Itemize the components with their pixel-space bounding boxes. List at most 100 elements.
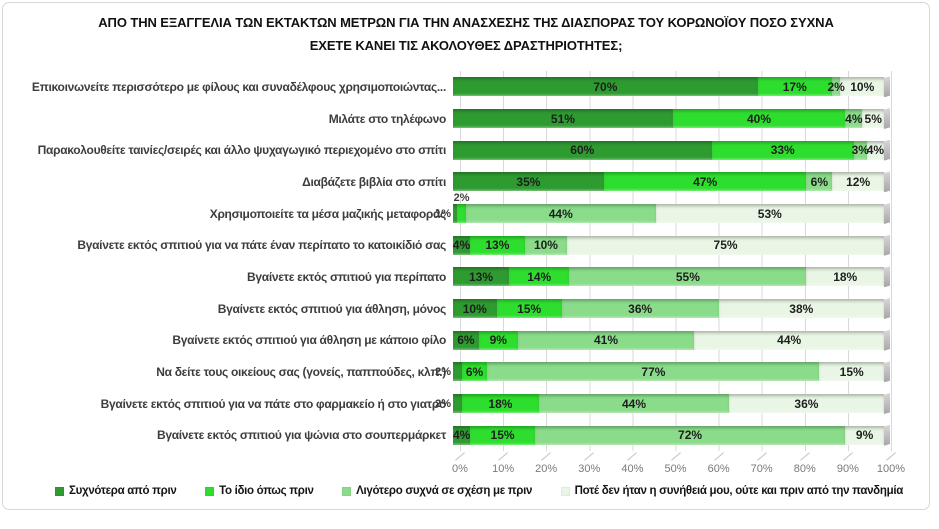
bar-segment: 4% <box>845 109 863 128</box>
segment-value-label: 4% <box>845 111 863 126</box>
axis-tick-mark <box>886 452 896 461</box>
segment-value-label: 55% <box>675 269 700 284</box>
legend: Συχνότερα από πριν Το ίδιο όπως πριν Λιγότ… <box>55 485 903 497</box>
chart-row: Βγαίνετε εκτός σπιτιού για περίπατο 13% 14… <box>3 261 929 293</box>
segment-value-label: 77% <box>641 364 666 379</box>
chart-rows: Επικοινωνείτε περισσότερο με φίλους και … <box>3 71 929 451</box>
category-label: Βγαίνετε εκτός σπιτιού για άθληση, μόνος <box>217 301 447 316</box>
bar-segment: 9% <box>478 330 518 350</box>
bar-segment: 60% <box>453 140 712 160</box>
segment-value-label: 36% <box>628 301 653 316</box>
segment-value-label: 36% <box>794 396 819 411</box>
bar-segment: 1% <box>435 204 458 224</box>
segment-value-label: 9% <box>855 428 874 443</box>
chart-frame: ΑΠΟ ΤΗΝ ΕΞΑΓΓΕΛΙΑ ΤΩΝ ΕΚΤΑΚΤΩΝ ΜΕΤΡΩΝ ΓΙ… <box>2 2 930 510</box>
legend-swatch-icon <box>55 486 64 496</box>
axis-tick-label: 90% <box>836 463 859 475</box>
segment-value-label: 14% <box>527 269 552 284</box>
bar-segment: 18% <box>461 394 540 414</box>
axis-tick-label: 80% <box>793 463 816 475</box>
segment-value-label: 40% <box>747 111 772 126</box>
axis-tick-mark <box>584 452 595 461</box>
segment-value-label: 13% <box>469 269 494 284</box>
bar-segment: 2% <box>827 77 845 97</box>
axis-tick-label: 60% <box>707 463 730 475</box>
axis-tick-mark <box>627 452 638 461</box>
x-axis: 0% 10% 20% 30% 40% 50% 60% 70% 80% 90% 100% <box>452 452 905 486</box>
chart-row: Παρακολουθείτε ταινίες/σειρές και άλλο ψ… <box>3 134 929 166</box>
axis-tick-label: 40% <box>621 463 644 475</box>
segment-value-label: 2% <box>453 192 470 205</box>
segment-value-label: 2% <box>435 397 451 410</box>
segment-value-label: 6% <box>457 333 475 348</box>
bar-segment: 15% <box>496 299 562 319</box>
segment-value-label: 51% <box>550 111 575 126</box>
category-label: Βγαίνετε εκτός σπιτιού για να πάτε στο φ… <box>100 396 447 411</box>
category-label: Βγαίνετε εκτός σπιτιού για να πάτε έναν … <box>77 238 446 253</box>
segment-value-label: 70% <box>593 79 618 94</box>
bar-segment: 47% <box>603 172 807 192</box>
stacked-bar: 4% 13% 10% 75% <box>452 235 884 255</box>
bar-segment: 2% <box>435 362 462 382</box>
bar-segment: 10% <box>524 235 568 255</box>
segment-value-label: 4% <box>452 238 471 253</box>
axis-tick-mark <box>541 452 552 461</box>
category-label: Διαβάζετε βιβλία στο σπίτι <box>302 174 446 189</box>
bar-segment: 17% <box>757 77 832 97</box>
chart-row: Βγαίνετε εκτός σπιτιού για να πάτε στο φ… <box>3 388 929 420</box>
bar-segment: 40% <box>672 109 846 128</box>
bar-segment: 36% <box>561 299 719 319</box>
bar-segment: 75% <box>567 235 884 255</box>
chart-title: ΑΠΟ ΤΗΝ ΕΞΑΓΓΕΛΙΑ ΤΩΝ ΕΚΤΑΚΤΩΝ ΜΕΤΡΩΝ ΓΙ… <box>98 15 834 53</box>
chart-row: Να δείτε τους οικείους σας (γονείς, παππ… <box>3 356 929 388</box>
chart-row: Βγαίνετε εκτός σπιτιού για άθληση, μόνος… <box>3 293 929 325</box>
segment-value-label: 75% <box>713 238 738 253</box>
bar-segment: 18% <box>806 267 884 287</box>
segment-value-label: 60% <box>570 143 595 158</box>
legend-swatch-icon <box>342 486 352 496</box>
chart-row: Βγαίνετε εκτός σπιτιού για ψώνια στο σου… <box>3 419 929 451</box>
bar-segment: 10% <box>840 77 884 97</box>
bar-segment: 3% <box>852 140 869 160</box>
category-label: Βγαίνετε εκτός σπιτιού για περίπατο <box>247 269 446 284</box>
axis-tick-mark <box>799 452 810 461</box>
stacked-bar: 51% 40% 4% 5% <box>453 109 884 128</box>
stacked-bar: 1% 2% 44% 53% <box>435 192 885 224</box>
legend-item: Ποτέ δεν ήταν η συνήθειά μου, ούτε και π… <box>560 485 903 497</box>
segment-value-label: 18% <box>488 396 513 411</box>
chart-row: Διαβάζετε βιβλία στο σπίτι 35% 47% 6% 12% <box>3 166 929 198</box>
bar-segment: 72% <box>534 425 846 445</box>
category-label: Βγαίνετε εκτός σπιτιού για ψώνια στο σου… <box>156 428 446 443</box>
segment-value-label: 2% <box>827 79 845 94</box>
bar-segment: 35% <box>453 172 604 192</box>
bar-segment: 51% <box>453 109 673 128</box>
stacked-bar: 13% 14% 55% 18% <box>453 267 884 287</box>
legend-item: Το ίδιο όπως πριν <box>205 485 314 497</box>
segment-value-label: 6% <box>465 364 484 379</box>
bar-segment: 6% <box>806 172 833 192</box>
legend-swatch-icon <box>560 486 570 496</box>
bar-segment: 13% <box>453 267 510 287</box>
axis-tick-label: 30% <box>578 463 601 475</box>
bar-segment: 4% <box>867 140 884 160</box>
bar-segment: 77% <box>487 362 820 382</box>
segment-value-label: 1% <box>435 207 451 220</box>
stacked-bar: 10% 15% 36% 38% <box>453 299 884 319</box>
stacked-bar: 60% 33% 3% 4% <box>453 140 884 160</box>
segment-value-label: 9% <box>489 333 507 348</box>
legend-item: Συχνότερα από πριν <box>55 485 177 497</box>
bar-segment: 44% <box>694 330 884 350</box>
category-label: Να δείτε τους οικείους σας (γονείς, παππ… <box>156 364 446 379</box>
segment-value-label: 4% <box>452 428 471 443</box>
gridlines <box>460 71 892 451</box>
axis-tick-mark <box>713 452 724 461</box>
axis-tick-label: 10% <box>492 463 515 475</box>
segment-value-label: 18% <box>833 269 858 284</box>
bar-segment: 4% <box>452 425 471 445</box>
bar-segment: 44% <box>539 394 729 414</box>
legend-label: Συχνότερα από πριν <box>69 485 177 497</box>
segment-value-label: 33% <box>770 143 795 158</box>
bar-segment: 14% <box>509 267 570 287</box>
segment-value-label: 10% <box>462 301 487 316</box>
segment-value-label: 44% <box>777 333 802 348</box>
